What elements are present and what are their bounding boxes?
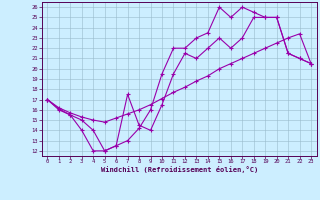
X-axis label: Windchill (Refroidissement éolien,°C): Windchill (Refroidissement éolien,°C) bbox=[100, 166, 258, 173]
